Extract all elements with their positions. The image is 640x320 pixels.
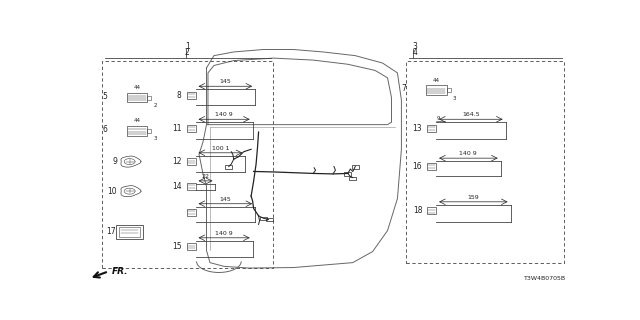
- Text: 22: 22: [202, 174, 209, 179]
- Bar: [102, 60, 273, 268]
- Text: 145: 145: [220, 79, 231, 84]
- Text: 4: 4: [412, 48, 417, 57]
- Bar: [147, 129, 152, 133]
- Text: 140 9: 140 9: [215, 231, 233, 236]
- Bar: [426, 85, 447, 95]
- Text: 12: 12: [172, 157, 182, 166]
- Bar: [406, 60, 564, 263]
- Text: 15: 15: [172, 242, 182, 251]
- Bar: [119, 227, 140, 236]
- Text: 44: 44: [433, 78, 440, 83]
- Text: 7: 7: [401, 84, 406, 93]
- Bar: [147, 96, 152, 100]
- Text: 2: 2: [185, 48, 189, 57]
- Text: 16: 16: [413, 162, 422, 171]
- Bar: [127, 92, 147, 102]
- Text: 11: 11: [172, 124, 182, 133]
- Text: 159: 159: [467, 195, 479, 200]
- Text: 100 1: 100 1: [212, 146, 229, 151]
- Text: 3: 3: [412, 42, 417, 51]
- Bar: [428, 125, 436, 132]
- Bar: [349, 177, 356, 180]
- Text: 140 9: 140 9: [215, 112, 233, 117]
- Text: 9: 9: [113, 157, 117, 166]
- Bar: [187, 125, 196, 132]
- Text: 5: 5: [102, 92, 108, 101]
- Text: 8: 8: [177, 91, 182, 100]
- Bar: [352, 165, 359, 169]
- Text: 3: 3: [452, 96, 456, 100]
- Bar: [116, 225, 143, 239]
- Bar: [187, 183, 196, 190]
- Bar: [260, 217, 267, 220]
- Text: T3W4B0705B: T3W4B0705B: [524, 276, 566, 281]
- Text: 18: 18: [413, 206, 422, 215]
- Text: 140 9: 140 9: [460, 151, 477, 156]
- Text: 6: 6: [102, 125, 108, 134]
- Bar: [187, 92, 196, 99]
- Text: 3: 3: [154, 136, 157, 141]
- Text: 1: 1: [185, 42, 189, 51]
- Text: 9: 9: [437, 116, 440, 121]
- Text: 2: 2: [154, 103, 157, 108]
- Text: 17: 17: [106, 227, 116, 236]
- Bar: [187, 158, 196, 165]
- Text: 164.5: 164.5: [462, 112, 479, 117]
- Text: 14: 14: [172, 182, 182, 191]
- Text: 44: 44: [134, 118, 141, 124]
- Bar: [428, 163, 436, 170]
- Text: 44: 44: [134, 85, 141, 90]
- Bar: [187, 243, 196, 250]
- Bar: [187, 209, 196, 216]
- Bar: [266, 218, 273, 221]
- Bar: [127, 126, 147, 136]
- Text: FR.: FR.: [112, 267, 129, 276]
- Bar: [447, 88, 451, 92]
- Text: 145: 145: [220, 197, 231, 202]
- Text: 13: 13: [413, 124, 422, 133]
- Bar: [225, 165, 232, 169]
- Text: 10: 10: [108, 187, 117, 196]
- Bar: [344, 172, 351, 176]
- Bar: [428, 207, 436, 214]
